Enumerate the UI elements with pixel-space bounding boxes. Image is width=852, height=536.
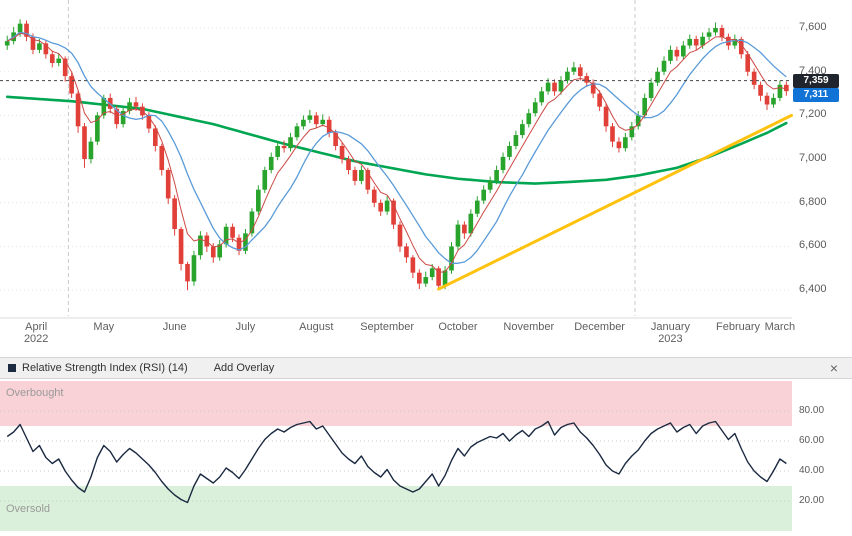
price-y-tick: 6,800 — [799, 195, 827, 208]
x-axis-label: February — [716, 321, 761, 333]
x-axis-label: April 2022 — [23, 321, 49, 345]
rsi-title: Relative Strength Index (RSI) (14) — [22, 362, 188, 374]
price-y-tick: 7,600 — [799, 21, 827, 34]
price-chart-panel: 7,600 7,400 7,200 7,000 6,800 6,600 6,400 7,35… — [0, 0, 852, 346]
price-y-tick: 6,600 — [799, 239, 827, 252]
x-axis-label: July — [235, 321, 256, 333]
x-axis-label: March — [764, 321, 796, 333]
x-axis-label: October — [438, 321, 478, 333]
rsi-y-tick: 60.00 — [799, 435, 825, 446]
candlestick-chart[interactable] — [0, 0, 852, 320]
rsi-chart[interactable] — [0, 379, 852, 536]
rsi-color-swatch — [8, 364, 16, 372]
price-y-tick: 6,400 — [799, 283, 827, 296]
oversold-label: Oversold — [6, 503, 51, 515]
x-axis-label: May — [93, 321, 115, 333]
rsi-plot-area: Overbought Oversold 80.00 60.00 40.00 20.00 — [0, 379, 852, 536]
x-axis-label: January 2023 — [650, 321, 690, 345]
x-axis-label: September — [360, 321, 415, 333]
price-y-tick: 7,200 — [799, 108, 827, 121]
rsi-y-tick: 20.00 — [799, 495, 825, 506]
overbought-label: Overbought — [6, 387, 64, 399]
rsi-panel: Relative Strength Index (RSI) (14) Add O… — [0, 357, 852, 536]
x-axis-label: December — [574, 321, 625, 333]
x-axis-label: August — [299, 321, 334, 333]
price-x-axis: April 2022 May June July August September Octob… — [0, 321, 852, 346]
rsi-y-tick: 40.00 — [799, 465, 825, 476]
rsi-y-tick: 80.00 — [799, 405, 825, 416]
last-price-badge: 7,311 — [793, 87, 839, 102]
x-axis-label: November — [503, 321, 555, 333]
x-axis-label: June — [162, 321, 187, 333]
price-y-tick: 7,000 — [799, 152, 827, 165]
rsi-header: Relative Strength Index (RSI) (14) Add O… — [0, 357, 852, 379]
session-high-badge: 7,359 — [793, 73, 839, 88]
close-icon[interactable]: × — [829, 360, 838, 376]
add-overlay-button[interactable]: Add Overlay — [213, 362, 275, 374]
